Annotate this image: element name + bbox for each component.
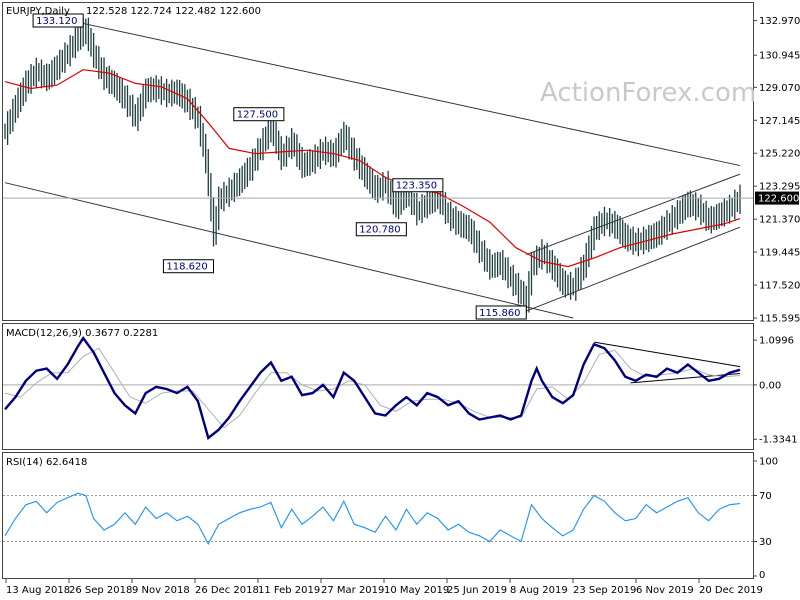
annotation-label: 118.620 (166, 262, 207, 273)
y-tick-label: 129.070 (759, 83, 800, 94)
trend-line (4, 182, 574, 319)
watermark: ActionForex.com (540, 78, 756, 108)
annotation-box (162, 259, 215, 274)
current-price-label: 122.600 (758, 194, 799, 205)
annotation-label: 133.120 (36, 16, 77, 27)
price-annotations: 133.120 127.500 123.350 120.780 118.620 115.8… (32, 13, 527, 320)
price-candles (4, 17, 741, 313)
y-tick-label: 130.945 (759, 51, 800, 62)
rsi-axis: 100 70 30 0 (753, 457, 778, 581)
x-tick-label: 26 Sep 2018 (69, 585, 132, 596)
y-tick-label: 127.145 (759, 116, 800, 127)
macd-signal-line (4, 347, 741, 429)
x-tick-label: 27 Mar 2019 (321, 585, 384, 596)
y-tick-label: 123.295 (759, 182, 800, 193)
annotation-box (392, 178, 444, 193)
macd-panel-frame (2, 323, 754, 450)
annotation-label: 123.350 (396, 181, 437, 192)
annotation-box (233, 107, 285, 122)
x-tick-label: 8 Aug 2019 (510, 585, 568, 596)
y-tick-label: 125.220 (759, 149, 800, 160)
x-tick-label: 13 Aug 2018 (6, 585, 70, 596)
macd-tick-label: -1.3341 (759, 435, 798, 446)
x-tick-label: 25 Jun 2019 (447, 585, 507, 596)
x-tick-label: 20 Dec 2019 (699, 585, 763, 596)
trend-line (526, 173, 741, 256)
annotation-label: 127.500 (237, 110, 278, 121)
macd-axis: 1.0996 0.00 -1.3341 (753, 336, 798, 446)
rsi-level-lines (3, 495, 753, 542)
x-tick-label: 6 Nov 2019 (636, 585, 694, 596)
annotation-box (32, 13, 84, 28)
y-tick-label: 132.970 (759, 16, 800, 27)
macd-tick-label: 0.00 (759, 380, 781, 391)
rsi-line (4, 492, 741, 545)
macd-label: MACD(12,26,9) 0.3677 0.2281 (6, 328, 158, 339)
x-tick-label: 11 Feb 2019 (258, 585, 320, 596)
rsi-tick-label: 70 (759, 491, 772, 502)
x-tick-label: 9 Nov 2018 (132, 585, 190, 596)
price-panel-frame (2, 2, 754, 321)
rsi-panel-frame (2, 452, 754, 579)
y-tick-label: 121.370 (759, 215, 800, 226)
price-trend-lines (4, 19, 741, 319)
x-tick-label: 26 Dec 2018 (195, 585, 259, 596)
symbol-label: EURJPY,Daily (6, 6, 70, 17)
price-axis: 132.970 130.945 129.070 127.145 125.220 123.2… (753, 16, 800, 325)
annotation-box (355, 222, 407, 237)
rsi-label: RSI(14) 62.6418 (6, 457, 87, 468)
y-tick-label: 117.520 (759, 281, 800, 292)
ohlc-label: 122.528 122.724 122.482 122.600 (86, 6, 261, 17)
annotation-box (475, 305, 527, 320)
rsi-tick-label: 30 (759, 537, 772, 548)
annotation-label: 115.860 (479, 308, 520, 319)
macd-trend-line (630, 373, 741, 384)
annotation-label: 120.780 (359, 225, 400, 236)
trend-line (67, 19, 741, 167)
current-price-box (755, 191, 799, 205)
rsi-tick-label: 100 (759, 457, 778, 468)
macd-tick-label: 1.0996 (759, 336, 794, 347)
y-tick-label: 115.595 (759, 314, 800, 325)
macd-trend-line (593, 341, 741, 368)
moving-average-line (4, 69, 741, 268)
x-tick-label: 23 Sep 2019 (573, 585, 636, 596)
macd-trend-lines (593, 341, 741, 384)
trend-line (526, 226, 741, 312)
macd-line (4, 335, 741, 440)
y-tick-label: 119.445 (759, 248, 800, 259)
x-tick-label: 10 May 2019 (384, 585, 449, 596)
rsi-tick-label: 0 (759, 570, 765, 581)
